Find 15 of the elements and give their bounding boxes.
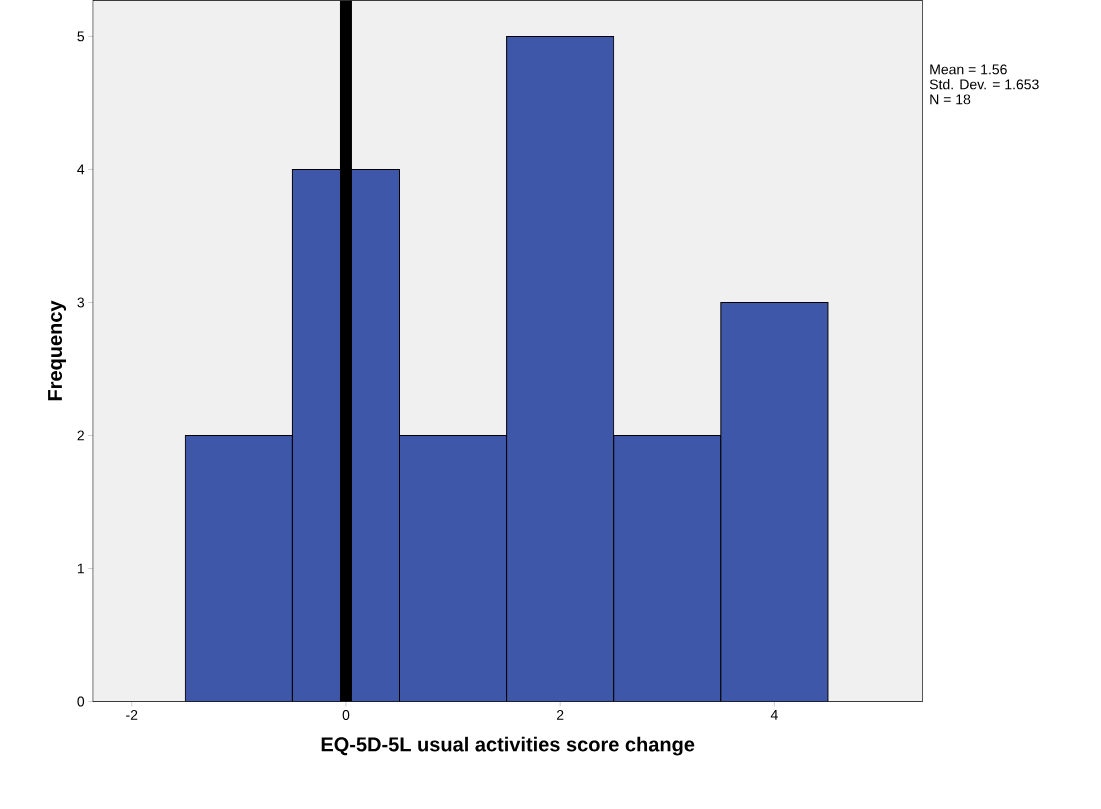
y-tick-label: 5	[77, 31, 85, 42]
y-tick-label: 1	[77, 563, 84, 574]
text: N = 18	[930, 94, 971, 105]
x-tick-label: -2	[126, 709, 138, 720]
text: Std. Dev. = 1.653	[929, 78, 1039, 90]
y-axis-title: Frequency	[48, 300, 67, 401]
y-tick-label: 2	[77, 430, 84, 441]
y-tick-label: 0	[77, 696, 85, 707]
y-tick-label: 3	[77, 297, 85, 308]
x-tick-label: 0	[342, 709, 350, 720]
x-tick-label: 4	[770, 709, 778, 720]
text: Mean = 1.56	[930, 64, 1007, 75]
y-tick-label: 4	[77, 164, 85, 175]
x-tick-label: 2	[556, 709, 564, 720]
x-axis-title: EQ-5D-5L usual activities score change	[321, 736, 695, 756]
